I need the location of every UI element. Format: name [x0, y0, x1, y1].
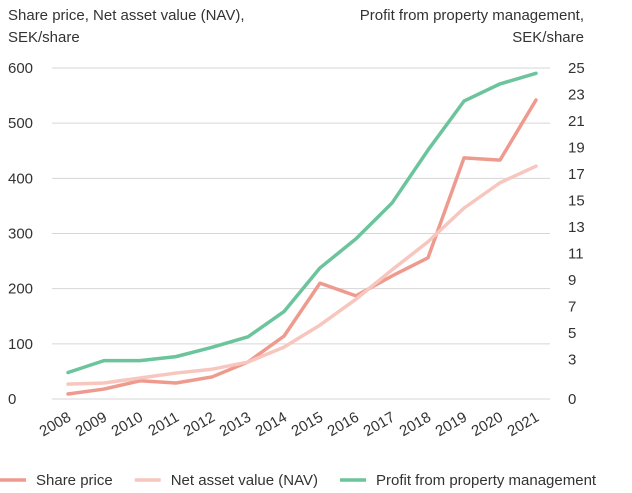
x-tick-label: 2016 — [325, 409, 362, 440]
x-tick-label: 2011 — [146, 409, 182, 440]
y-axis-label: Share price, Net asset value (NAV), — [8, 7, 244, 24]
x-tick-label: 2019 — [433, 409, 470, 440]
y2-tick-label: 21 — [568, 113, 585, 130]
y-tick-label: 500 — [8, 115, 33, 132]
y2-tick-label: 5 — [568, 325, 576, 342]
x-tick-label: 2012 — [181, 409, 218, 440]
y2-tick-label: 23 — [568, 86, 585, 103]
y2-tick-label: 11 — [568, 245, 584, 262]
x-tick-label: 2020 — [469, 409, 506, 440]
legend-label: Profit from property management — [376, 472, 597, 488]
y-tick-label: 100 — [8, 336, 33, 353]
legend-label: Share price — [36, 472, 113, 488]
x-tick-label: 2013 — [217, 409, 254, 440]
y-tick-label: 0 — [8, 391, 16, 408]
y-axis-label: SEK/share — [8, 29, 80, 46]
line-series — [66, 98, 538, 396]
x-tick-label: 2009 — [73, 409, 110, 440]
line-series — [66, 71, 538, 375]
y-tick-label: 600 — [8, 60, 33, 77]
y-tick-label: 300 — [8, 226, 33, 243]
y-tick-label: 400 — [8, 170, 33, 187]
x-tick-label: 2018 — [397, 409, 434, 440]
x-tick-label: 2017 — [361, 409, 398, 440]
y2-tick-label: 9 — [568, 272, 576, 289]
y2-axis-label: SEK/share — [512, 29, 584, 46]
legend-label: Net asset value (NAV) — [171, 472, 318, 488]
y2-tick-label: 3 — [568, 351, 576, 368]
x-tick-label: 2010 — [109, 409, 146, 440]
x-tick-label: 2014 — [253, 409, 290, 440]
line-series — [66, 164, 538, 386]
y2-tick-label: 13 — [568, 219, 585, 236]
x-tick-label: 2008 — [37, 409, 74, 440]
y2-tick-label: 25 — [568, 60, 585, 77]
x-tick-label: 2015 — [289, 409, 326, 440]
y2-tick-label: 0 — [568, 391, 576, 408]
x-tick-label: 2021 — [505, 409, 542, 440]
y2-tick-label: 15 — [568, 192, 585, 209]
y2-tick-label: 7 — [568, 298, 576, 315]
y2-axis-label: Profit from property management, — [360, 7, 584, 24]
y-tick-label: 200 — [8, 281, 33, 298]
y2-tick-label: 19 — [568, 139, 585, 156]
y2-tick-label: 17 — [568, 166, 585, 183]
